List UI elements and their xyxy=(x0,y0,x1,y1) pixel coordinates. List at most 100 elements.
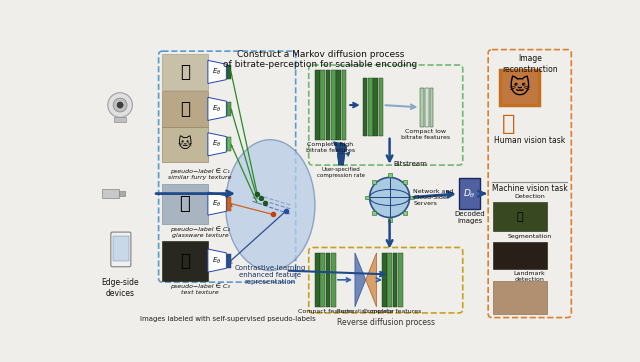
Bar xyxy=(114,117,126,122)
Text: Compact low
bitrate features: Compact low bitrate features xyxy=(401,129,451,140)
Bar xyxy=(379,78,383,136)
Text: 🐱: 🐱 xyxy=(177,137,192,151)
Text: Construct a Markov diffusion process
of bitrate-perception for scalable encoding: Construct a Markov diffusion process of … xyxy=(223,50,417,69)
Bar xyxy=(410,195,414,199)
Bar xyxy=(320,70,325,140)
Text: z₅: z₅ xyxy=(228,260,234,265)
Text: User-specified
compression rate: User-specified compression rate xyxy=(317,167,365,178)
Text: $E_\theta$: $E_\theta$ xyxy=(212,256,221,266)
Bar xyxy=(493,281,547,315)
Circle shape xyxy=(117,102,123,108)
Text: Edge-side
devices: Edge-side devices xyxy=(101,278,139,298)
Bar xyxy=(500,70,539,105)
Bar xyxy=(363,78,367,136)
Text: Images labeled with self-supervised pseudo-labels: Images labeled with self-supervised pseu… xyxy=(140,316,316,322)
Text: Segmentation: Segmentation xyxy=(508,235,552,239)
Circle shape xyxy=(369,177,410,218)
Text: Machine vision task: Machine vision task xyxy=(492,184,568,193)
Bar xyxy=(162,91,208,127)
Bar xyxy=(162,127,208,162)
Text: z₁: z₁ xyxy=(228,72,234,77)
Text: Network and
Cloud-Side
Servers: Network and Cloud-Side Servers xyxy=(413,189,454,206)
Bar xyxy=(227,65,231,79)
Bar xyxy=(227,102,231,116)
Bar xyxy=(372,211,376,215)
Text: 🐕: 🐕 xyxy=(180,63,190,81)
Text: pseudo−label ∈ C₃
text texture: pseudo−label ∈ C₃ text texture xyxy=(170,284,230,295)
Text: Compact features: Compact features xyxy=(298,309,354,314)
Text: pseudo−label ∈ C₂
glassware texture: pseudo−label ∈ C₂ glassware texture xyxy=(170,227,230,238)
Bar xyxy=(388,173,392,177)
Bar xyxy=(365,195,369,199)
Text: Decoded
images: Decoded images xyxy=(454,211,485,224)
Text: Restoration operator: Restoration operator xyxy=(337,309,394,314)
Text: $D_\theta$: $D_\theta$ xyxy=(463,188,476,200)
Bar xyxy=(493,242,547,269)
Bar xyxy=(393,253,397,307)
Text: Bitstream: Bitstream xyxy=(394,161,428,167)
Bar xyxy=(372,180,376,184)
Bar xyxy=(403,211,407,215)
Bar xyxy=(326,253,330,307)
Text: z₂: z₂ xyxy=(228,109,234,114)
Bar xyxy=(368,78,372,136)
Circle shape xyxy=(108,93,132,117)
Polygon shape xyxy=(355,253,365,307)
Polygon shape xyxy=(337,153,345,165)
Circle shape xyxy=(336,143,346,153)
Bar xyxy=(162,241,208,281)
Text: Human vision task: Human vision task xyxy=(494,136,565,145)
Text: $E_\theta$: $E_\theta$ xyxy=(212,139,221,150)
Bar xyxy=(459,178,481,209)
Polygon shape xyxy=(365,253,376,307)
Text: $E_\theta$: $E_\theta$ xyxy=(212,67,221,77)
Text: 🐱: 🐱 xyxy=(509,78,531,98)
Bar xyxy=(315,253,319,307)
Bar xyxy=(118,191,125,196)
Text: Complete high
bitrate features: Complete high bitrate features xyxy=(306,142,355,153)
Circle shape xyxy=(113,98,127,112)
Text: z₄: z₄ xyxy=(228,203,234,209)
Bar xyxy=(102,189,118,198)
Bar xyxy=(331,253,336,307)
Bar xyxy=(420,88,424,127)
Text: $E_\theta$: $E_\theta$ xyxy=(212,104,221,114)
Polygon shape xyxy=(208,97,227,121)
Bar xyxy=(373,78,378,136)
Ellipse shape xyxy=(225,140,315,270)
Bar xyxy=(388,218,392,222)
Bar xyxy=(162,54,208,90)
Bar xyxy=(113,236,129,261)
Polygon shape xyxy=(208,133,227,156)
Bar xyxy=(493,202,547,231)
Text: 🏺: 🏺 xyxy=(179,195,190,212)
Bar xyxy=(331,70,336,140)
Bar xyxy=(403,180,407,184)
Bar xyxy=(342,70,346,140)
Bar xyxy=(326,70,330,140)
Text: pseudo−label ∈ C₁
similar furry texture: pseudo−label ∈ C₁ similar furry texture xyxy=(168,168,232,180)
Bar xyxy=(162,184,208,224)
Bar xyxy=(398,253,403,307)
Bar xyxy=(227,254,231,268)
Bar xyxy=(382,253,387,307)
Bar xyxy=(429,88,433,127)
Text: Reverse diffusion process: Reverse diffusion process xyxy=(337,317,435,327)
Bar xyxy=(315,70,319,140)
Polygon shape xyxy=(208,249,227,272)
Text: 📚: 📚 xyxy=(180,252,190,270)
Bar xyxy=(387,253,392,307)
Text: Detection: Detection xyxy=(515,194,545,199)
Bar xyxy=(337,70,341,140)
Polygon shape xyxy=(208,192,227,215)
Text: z₃: z₃ xyxy=(228,144,234,149)
Bar xyxy=(425,88,429,127)
Bar xyxy=(320,253,325,307)
Bar xyxy=(227,197,231,211)
Bar xyxy=(227,138,231,151)
Text: $E_\theta$: $E_\theta$ xyxy=(212,198,221,209)
Text: 🚗: 🚗 xyxy=(516,212,523,223)
Text: Image
reconstruction: Image reconstruction xyxy=(502,54,557,73)
Text: 👍: 👍 xyxy=(502,114,516,134)
Text: Landmark
detection: Landmark detection xyxy=(514,272,546,282)
